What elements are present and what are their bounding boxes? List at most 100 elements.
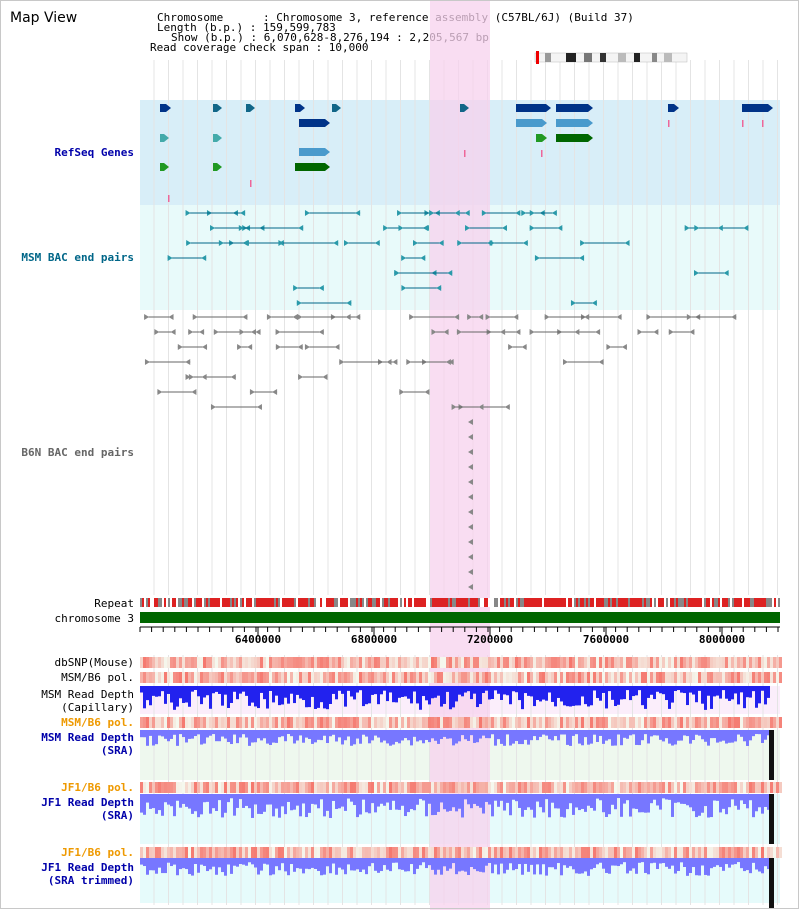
msm-bac-end xyxy=(684,225,690,231)
jf1-b6-pol-trim-cell xyxy=(143,847,146,858)
jf1-trim-depth-bar xyxy=(245,858,248,866)
jf1-sra-depth-bar xyxy=(227,794,230,803)
dbsnp-density-cell xyxy=(230,657,233,668)
jf1-sra-depth-bar xyxy=(431,794,434,816)
repeat-segment xyxy=(520,598,522,607)
msm-capillary-depth-bar xyxy=(368,686,371,704)
msm-sra-depth-bar xyxy=(236,730,239,744)
jf1-b6-pol-trim-cell xyxy=(185,847,188,858)
msm-sra-depth-bar xyxy=(317,730,320,740)
jf1-b6-pol-trim-cell xyxy=(410,847,413,858)
repeat-segment xyxy=(424,598,426,607)
msm-b6-pol-sra-cell xyxy=(275,717,278,728)
jf1-b6-pol-cell xyxy=(518,782,521,793)
repeat-segment xyxy=(440,598,442,607)
b6n-bac-end xyxy=(468,464,473,470)
msm-capillary-depth-bar xyxy=(434,686,437,698)
repeat-segment xyxy=(746,598,748,607)
repeat-segment xyxy=(762,598,764,607)
refseq-gene-feature xyxy=(295,163,325,171)
b6n-bac-end xyxy=(468,584,473,590)
dbsnp-density-cell xyxy=(497,657,500,668)
b6n-bac-end xyxy=(255,329,261,335)
msm-b6-pol-cell xyxy=(308,672,311,683)
jf1-b6-pol-trim-cell xyxy=(350,847,353,858)
msm-b6-pol-sra-cell xyxy=(281,717,284,728)
msm-sra-depth-bar xyxy=(143,730,146,738)
jf1-b6-pol-trim-cell xyxy=(242,847,245,858)
repeat-segment xyxy=(420,598,422,607)
repeat-segment xyxy=(334,598,336,607)
msm-b6-pol-sra-cell xyxy=(308,717,311,728)
jf1-b6-pol-trim-cell xyxy=(581,847,584,858)
msm-capillary-depth-bar xyxy=(326,686,329,710)
msm-bac-end xyxy=(383,225,389,231)
msm-capillary-depth-bar xyxy=(536,686,539,700)
jf1-b6-pol-trim-cell xyxy=(482,847,485,858)
jf1-sra-depth-bar xyxy=(386,794,389,803)
b6n-bac-end xyxy=(485,314,491,320)
msm-sra-depth-bar xyxy=(665,730,668,739)
jf1-b6-pol-trim-cell xyxy=(719,847,722,858)
jf1-b6-pol-trim-cell xyxy=(671,847,674,858)
msm-capillary-depth-bar xyxy=(623,686,626,700)
msm-capillary-depth-bar xyxy=(173,686,176,710)
msm-b6-pol-sra-cell xyxy=(584,717,587,728)
track-label-refseq[interactable]: RefSeq Genes xyxy=(54,146,134,159)
repeat-segment xyxy=(510,598,512,607)
jf1-b6-pol-cell xyxy=(377,782,380,793)
msm-b6-pol-cell xyxy=(176,672,179,683)
jf1-b6-pol-trim-cell xyxy=(263,847,266,858)
track-label-b6n-bac[interactable]: B6N BAC end pairs xyxy=(21,446,134,459)
jf1-trim-depth-bar xyxy=(596,858,599,865)
repeat-segment xyxy=(218,598,220,607)
jf1-b6-pol-cell xyxy=(497,782,500,793)
msm-sra-depth-bar xyxy=(695,730,698,735)
dbsnp-density-cell xyxy=(668,657,671,668)
msm-b6-pol-cell xyxy=(701,672,704,683)
msm-sra-depth-bar xyxy=(605,730,608,741)
repeat-segment xyxy=(738,598,740,607)
jf1-b6-pol-trim-cell xyxy=(362,847,365,858)
repeat-segment xyxy=(356,598,358,607)
dbsnp-density-cell xyxy=(716,657,719,668)
msm-b6-pol-sra-cell xyxy=(671,717,674,728)
repeat-segment xyxy=(540,598,542,607)
msm-b6-pol-sra-cell xyxy=(569,717,572,728)
msm-b6-pol-sra-cell xyxy=(416,717,419,728)
track-label-msm-bac[interactable]: MSM BAC end pairs xyxy=(21,251,134,264)
jf1-trim-depth-bar xyxy=(272,858,275,875)
page-title: Map View xyxy=(10,10,78,26)
b6n-bac-end xyxy=(304,344,310,350)
refseq-tick xyxy=(668,120,670,127)
jf1-b6-pol-cell xyxy=(437,782,440,793)
jf1-b6-pol-cell xyxy=(686,782,689,793)
jf1-sra-depth-bar xyxy=(317,794,320,809)
dbsnp-density-cell xyxy=(308,657,311,668)
msm-b6-pol-cell xyxy=(764,672,767,683)
jf1-b6-pol-cell xyxy=(368,782,371,793)
msm-sra-depth-bar xyxy=(329,730,332,737)
msm-b6-pol-sra-cell xyxy=(269,717,272,728)
track-label-jf1-read-trimmed: JF1 Read Depth (SRA trimmed) xyxy=(41,861,134,887)
msm-sra-depth-bar xyxy=(470,730,473,736)
dbsnp-density-cell xyxy=(671,657,674,668)
jf1-sra-depth-bar xyxy=(182,794,185,804)
jf1-b6-pol-trim-cell xyxy=(248,847,251,858)
dbsnp-density-cell xyxy=(656,657,659,668)
jf1-trim-depth-bar xyxy=(395,858,398,863)
msm-sra-depth-bar xyxy=(170,730,173,739)
dbsnp-density-cell xyxy=(251,657,254,668)
msm-sra-depth-bar xyxy=(524,730,527,740)
jf1-sra-depth-bar xyxy=(344,794,347,811)
b6n-bac-end xyxy=(621,344,627,350)
msm-capillary-depth-bar xyxy=(716,686,719,696)
msm-b6-pol-sra-cell xyxy=(425,717,428,728)
msm-b6-pol-cell xyxy=(185,672,188,683)
msm-b6-pol-sra-cell xyxy=(593,717,596,728)
msm-bac-end xyxy=(298,225,304,231)
repeat-segment xyxy=(484,598,486,607)
jf1-b6-pol-trim-cell xyxy=(431,847,434,858)
msm-capillary-depth-bar xyxy=(383,686,386,691)
